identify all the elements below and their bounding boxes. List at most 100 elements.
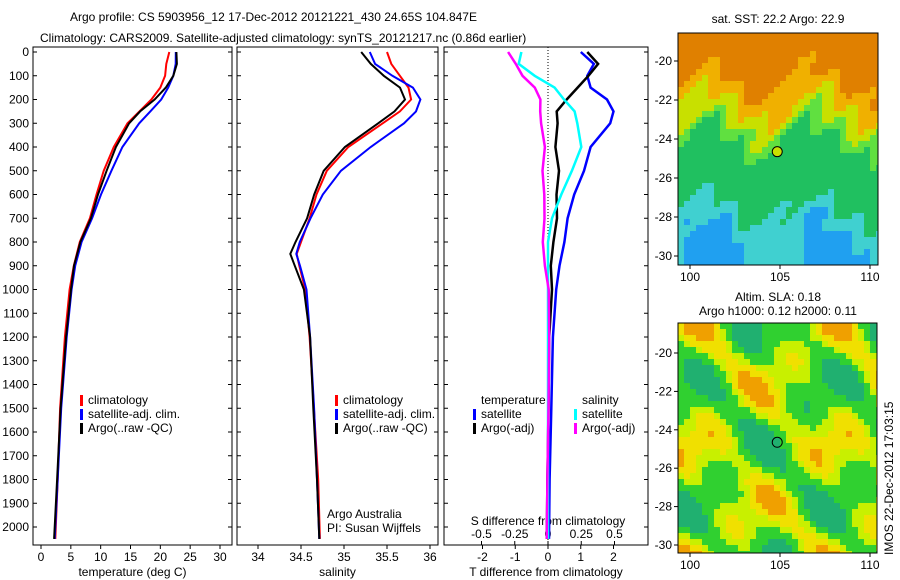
- map-cell: [870, 183, 876, 189]
- map-cell: [792, 111, 798, 117]
- map-cell: [714, 467, 720, 473]
- map-cell: [702, 425, 708, 431]
- map-cell: [870, 117, 876, 123]
- map-cell: [714, 449, 720, 455]
- map-cell: [864, 449, 870, 455]
- map-cell: [846, 527, 852, 533]
- map-cell: [708, 455, 714, 461]
- map-cell: [786, 371, 792, 377]
- map-cell: [870, 461, 876, 467]
- map-cell: [696, 413, 702, 419]
- map-cell: [738, 419, 744, 425]
- map-cell: [726, 189, 732, 195]
- map-cell: [864, 515, 870, 521]
- map-cell: [720, 63, 726, 69]
- map-cell: [696, 407, 702, 413]
- map-cell: [804, 443, 810, 449]
- map-cell: [828, 389, 834, 395]
- map-cell: [750, 521, 756, 527]
- map-cell: [834, 165, 840, 171]
- map-cell: [864, 183, 870, 189]
- map-cell: [720, 93, 726, 99]
- map-cell: [744, 443, 750, 449]
- map-y-tick-label: -24: [655, 132, 673, 146]
- map-cell: [780, 395, 786, 401]
- map-cell: [840, 443, 846, 449]
- map-cell: [756, 177, 762, 183]
- map-cell: [738, 551, 744, 553]
- map-cell: [852, 437, 858, 443]
- map-cell: [702, 111, 708, 117]
- map-cell: [804, 177, 810, 183]
- map-cell: [834, 51, 840, 57]
- map-cell: [846, 545, 852, 551]
- map-cell: [684, 395, 690, 401]
- map-cell: [750, 353, 756, 359]
- map-cell: [822, 341, 828, 347]
- map-cell: [792, 407, 798, 413]
- map-cell: [762, 81, 768, 87]
- map-cell: [816, 177, 822, 183]
- map-cell: [840, 401, 846, 407]
- map-cell: [864, 497, 870, 503]
- map-cell: [702, 177, 708, 183]
- map-cell: [798, 455, 804, 461]
- map-cell: [738, 249, 744, 255]
- map-cell: [870, 389, 876, 395]
- map-cell: [762, 165, 768, 171]
- map-cell: [816, 455, 822, 461]
- map-cell: [738, 323, 744, 329]
- map-cell: [708, 153, 714, 159]
- map-cell: [822, 99, 828, 105]
- map-cell: [696, 383, 702, 389]
- map-cell: [762, 213, 768, 219]
- map-cell: [786, 353, 792, 359]
- map-cell: [840, 341, 846, 347]
- map-cell: [762, 359, 768, 365]
- map-cell: [768, 377, 774, 383]
- map-cell: [822, 33, 828, 39]
- map-cell: [834, 237, 840, 243]
- map-cell: [708, 419, 714, 425]
- map-cell: [756, 129, 762, 135]
- map-cell: [846, 249, 852, 255]
- map-cell: [858, 359, 864, 365]
- map-cell: [846, 57, 852, 63]
- map-cell: [870, 201, 876, 207]
- map-cell: [714, 57, 720, 63]
- map-cell: [744, 419, 750, 425]
- map-cell: [678, 87, 684, 93]
- map-cell: [816, 99, 822, 105]
- map-cell: [732, 437, 738, 443]
- map-cell: [732, 141, 738, 147]
- map-cell: [714, 159, 720, 165]
- map-cell: [714, 183, 720, 189]
- map-cell: [702, 231, 708, 237]
- map-cell: [750, 81, 756, 87]
- map-cell: [810, 527, 816, 533]
- legend-label: satellite: [582, 407, 623, 421]
- map-cell: [768, 255, 774, 261]
- map-cell: [678, 341, 684, 347]
- map-cell: [756, 473, 762, 479]
- map-cell: [780, 329, 786, 335]
- map-cell: [732, 383, 738, 389]
- map-cell: [810, 515, 816, 521]
- map-cell: [678, 455, 684, 461]
- map-cell: [738, 45, 744, 51]
- map-cell: [774, 123, 780, 129]
- map-cell: [876, 189, 878, 195]
- map-cell: [870, 443, 876, 449]
- map-cell: [750, 509, 756, 515]
- map-cell: [726, 69, 732, 75]
- map-cell: [684, 335, 690, 341]
- map-cell: [744, 75, 750, 81]
- map-cell: [834, 341, 840, 347]
- map-cell: [684, 231, 690, 237]
- map-cell: [744, 389, 750, 395]
- map-cell: [720, 45, 726, 51]
- map-cell: [780, 479, 786, 485]
- map-cell: [702, 261, 708, 265]
- map-y-tick-label: -28: [655, 210, 673, 224]
- map-cell: [828, 509, 834, 515]
